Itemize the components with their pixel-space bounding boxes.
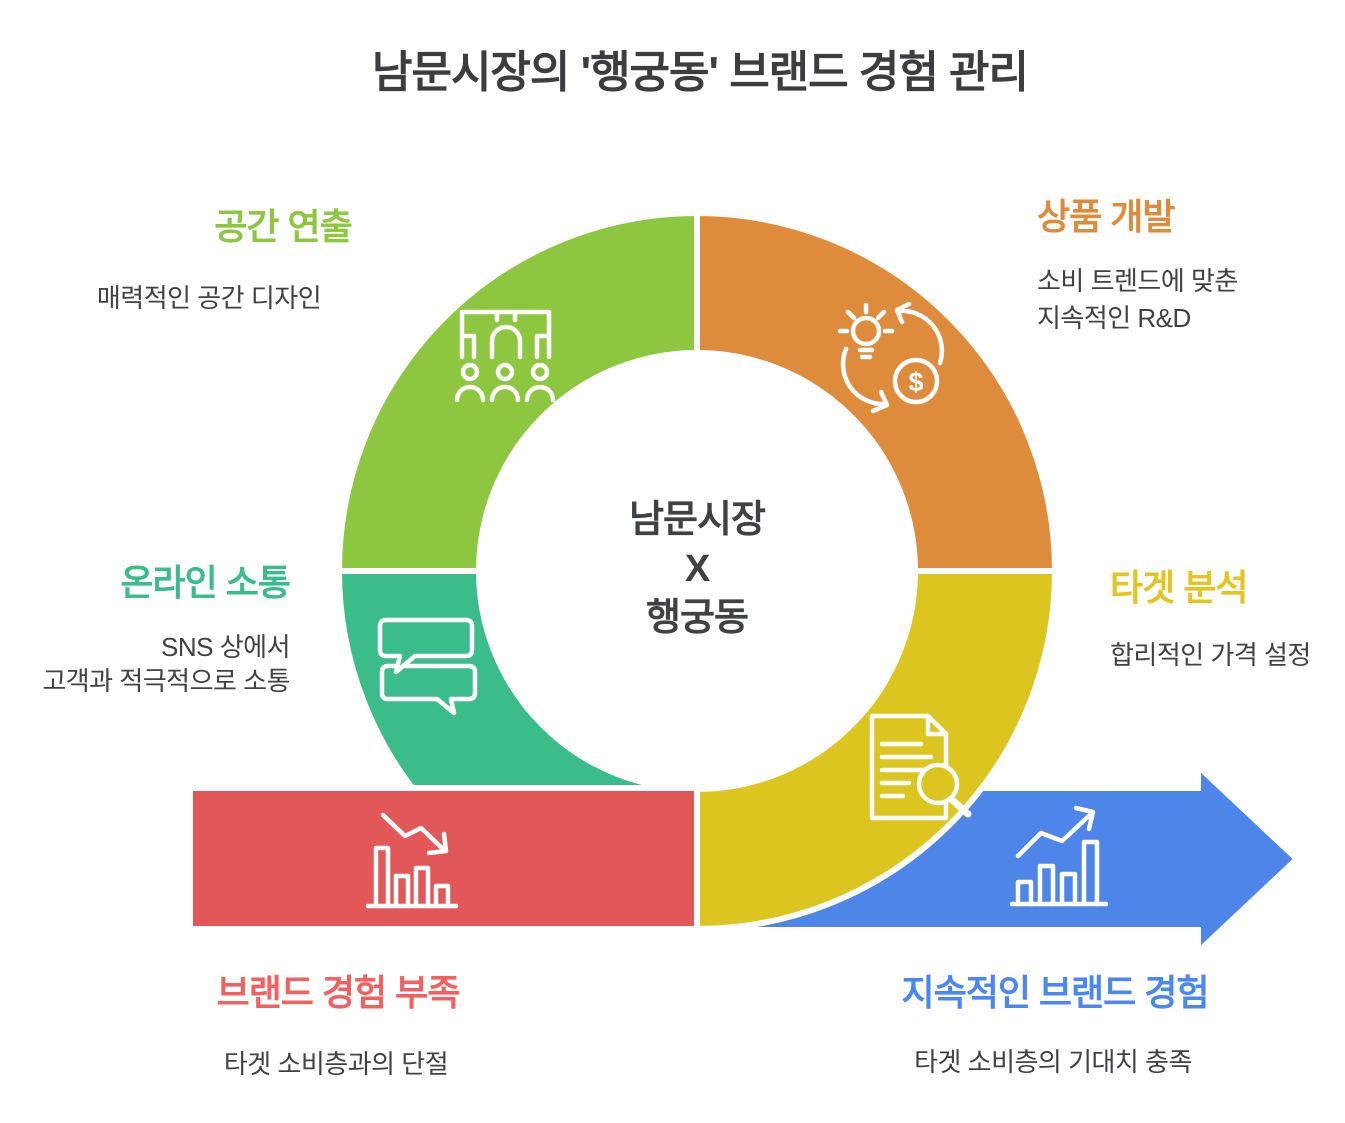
space-design-heading: 공간 연출 <box>214 206 352 247</box>
segment-product-development <box>694 209 1059 574</box>
product-desc-line-2: 지속적인 R&D <box>1037 303 1191 333</box>
chat-bubbles-icon <box>377 617 478 716</box>
center-badge: 남문시장 X 행궁동 <box>629 496 766 643</box>
product-desc-line-1: 소비 트렌드에 맞춘 <box>1037 266 1238 296</box>
lack-brand-experience-band <box>187 785 700 932</box>
online-desc-line-2: 고객과 적극적으로 소통 <box>42 666 290 696</box>
lack-brand-experience-heading: 브랜드 경험 부족 <box>216 972 461 1013</box>
document-search-icon <box>869 713 972 821</box>
declining-bar-chart-icon <box>365 812 459 909</box>
market-gate-visitors-icon <box>454 309 556 403</box>
product-development-heading: 상품 개발 <box>1037 196 1175 237</box>
rising-bar-chart-icon <box>1009 805 1109 907</box>
online-communication-heading: 온라인 소통 <box>120 562 291 603</box>
continuous-brand-experience-heading: 지속적인 브랜드 경험 <box>901 972 1209 1013</box>
space-design-desc: 매력적인 공간 디자인 <box>96 283 322 313</box>
target-analysis-heading: 타겟 분석 <box>1110 567 1248 608</box>
center-line-2: X <box>684 548 710 590</box>
segment-target-analysis <box>694 568 1059 933</box>
product-development-desc: 소비 트렌드에 맞춘 지속적인 R&D <box>1037 263 1238 337</box>
center-line-3: 행궁동 <box>646 597 749 639</box>
online-desc-line-1: SNS 상에서 <box>161 632 290 662</box>
online-communication-desc: SNS 상에서 고객과 적극적으로 소통 <box>42 630 290 698</box>
dollar-glyph: $ <box>908 367 923 397</box>
target-analysis-desc: 합리적인 가격 설정 <box>1110 640 1311 670</box>
continuous-brand-experience-desc: 타겟 소비층의 기대치 충족 <box>914 1047 1192 1077</box>
center-line-1: 남문시장 <box>629 499 766 541</box>
page-title: 남문시장의 '행궁동' 브랜드 경험 관리 <box>371 48 1029 97</box>
lack-brand-experience-desc: 타겟 소비층과의 단절 <box>223 1049 449 1079</box>
idea-to-money-cycle-icon: $ <box>837 301 945 414</box>
